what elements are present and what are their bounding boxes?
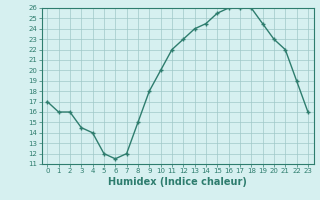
X-axis label: Humidex (Indice chaleur): Humidex (Indice chaleur) bbox=[108, 177, 247, 187]
